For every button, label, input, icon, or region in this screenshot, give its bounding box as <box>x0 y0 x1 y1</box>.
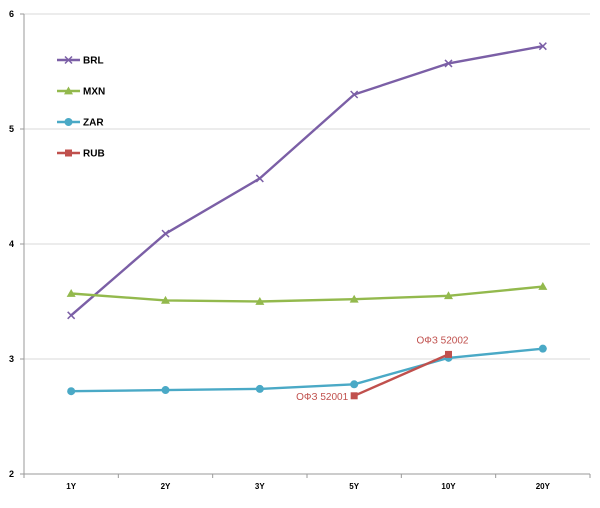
y-axis-tick-labels: 2 3 4 5 6 <box>9 9 14 479</box>
annotation-label-0: ОФЗ 52001 <box>296 392 348 403</box>
point-brl-20y-stroke-b <box>538 42 547 51</box>
point-brl-1y <box>67 311 76 320</box>
legend-marker-brl-stroke-b <box>64 55 73 65</box>
series-line-rub <box>353 353 449 397</box>
point-brl-1y-stroke-b <box>67 311 76 320</box>
point-mxn-5y <box>349 294 359 303</box>
y-tick-label-1: 3 <box>9 354 14 364</box>
x-tick-label-5y: 5Y <box>349 482 359 491</box>
point-brl-3y <box>255 174 264 183</box>
y-tick-label-3: 5 <box>9 124 14 134</box>
series-mxn <box>66 282 548 305</box>
point-zar-3y <box>255 384 264 393</box>
legend-label-mxn: MXN <box>83 87 105 98</box>
legend-label-rub: RUB <box>83 149 105 160</box>
point-brl-2y <box>161 229 170 238</box>
point-brl-5y-stroke-b <box>350 90 359 99</box>
series-brl <box>67 42 547 320</box>
x-tick-label-20y: 20Y <box>536 482 551 491</box>
point-mxn-20y <box>538 282 548 290</box>
point-brl-3y-stroke-b <box>255 174 264 183</box>
point-rub-5y <box>350 392 358 400</box>
x-axis-tick-labels: 1Y 2Y 3Y 5Y 10Y 20Y <box>66 482 550 491</box>
legend-marker-rub <box>65 149 72 157</box>
gridlines <box>24 13 590 475</box>
point-brl-5y <box>350 90 359 99</box>
point-mxn-1y <box>66 288 76 297</box>
x-tick-label-2y: 2Y <box>161 482 171 491</box>
annotations: ОФЗ 52001 ОФЗ 52002 <box>296 335 469 402</box>
legend-marker-mxn <box>64 86 73 95</box>
legend-label-zar: ZAR <box>83 118 104 129</box>
series-line-zar <box>71 347 543 393</box>
axes <box>20 13 591 478</box>
point-mxn-2y <box>161 295 170 304</box>
legend-marker-zar <box>64 118 73 126</box>
series-line-brl <box>70 45 544 317</box>
y-tick-label-4: 6 <box>9 9 14 19</box>
point-rub-10y <box>445 350 452 358</box>
legend-label-brl: BRL <box>83 56 104 67</box>
point-zar-5y <box>350 380 359 389</box>
series-rub <box>350 350 452 400</box>
point-mxn-10y <box>444 291 453 300</box>
series-zar <box>67 344 547 396</box>
legend-item-brl: BRL <box>57 56 104 67</box>
legend-item-zar: ZAR <box>57 118 104 129</box>
point-zar-20y <box>538 344 547 353</box>
y-tick-label-0: 2 <box>9 469 14 479</box>
point-mxn-3y <box>255 297 265 305</box>
point-zar-1y <box>67 387 76 396</box>
series-group <box>66 42 548 400</box>
point-brl-2y-stroke-b <box>161 229 170 238</box>
point-zar-2y <box>161 386 170 395</box>
y-tick-label-2: 4 <box>9 239 14 249</box>
series-line-mxn <box>71 285 543 303</box>
x-tick-label-1y: 1Y <box>66 482 76 491</box>
x-tick-label-10y: 10Y <box>441 482 456 491</box>
legend: BRL MXN ZAR RUB <box>57 56 105 160</box>
x-tick-label-3y: 3Y <box>255 482 265 491</box>
point-brl-20y <box>538 42 547 51</box>
legend-marker-brl <box>64 55 73 65</box>
legend-item-rub: RUB <box>57 149 105 160</box>
point-brl-10y-stroke-b <box>444 59 453 68</box>
point-brl-10y <box>444 59 453 68</box>
annotation-label-1: ОФЗ 52002 <box>416 335 468 346</box>
legend-item-mxn: MXN <box>57 86 105 98</box>
